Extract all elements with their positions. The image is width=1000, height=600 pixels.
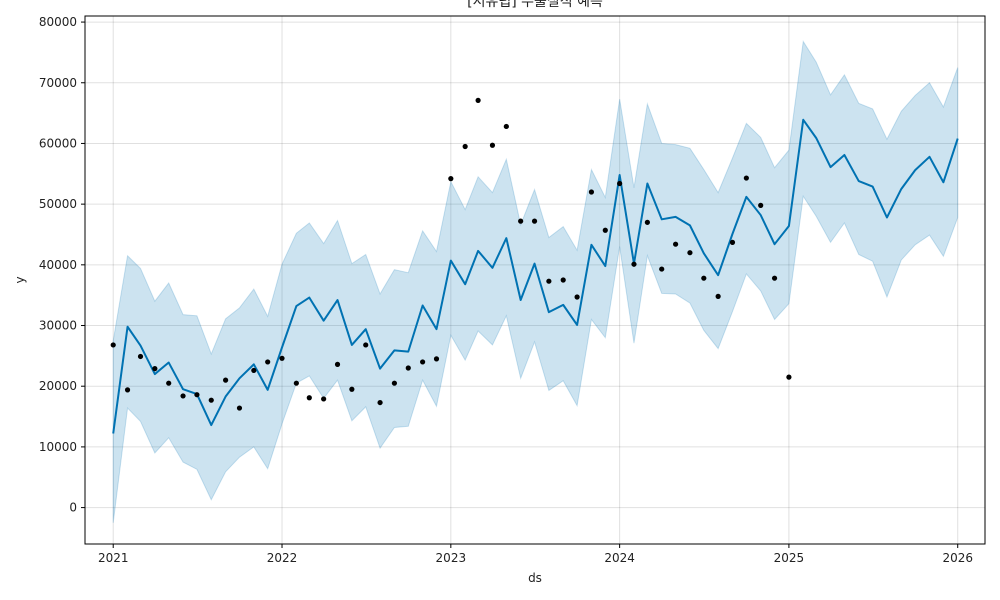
forecast-line: [112, 118, 959, 434]
actual-point: [377, 399, 383, 406]
actual-point: [137, 353, 144, 360]
actual-points-group: [110, 97, 792, 411]
actual-point: [588, 189, 595, 195]
actual-point: [110, 342, 116, 348]
actual-point: [208, 397, 214, 403]
actual-point: [729, 239, 736, 245]
actual-point: [531, 218, 538, 224]
actual-point: [152, 366, 158, 372]
actual-point: [758, 202, 764, 208]
forecast-line-group: [112, 118, 959, 434]
y-tick-label: 50000: [39, 197, 77, 211]
actual-point: [236, 405, 243, 411]
actual-point: [279, 355, 285, 361]
actual-point: [574, 294, 580, 300]
actual-point: [546, 278, 552, 284]
actual-point: [265, 359, 271, 365]
y-tick-label: 60000: [39, 136, 77, 150]
actual-point: [644, 219, 650, 225]
actual-point: [223, 377, 229, 383]
plot-frame: [84, 15, 986, 545]
actual-point: [124, 387, 131, 393]
y-tick-label: 80000: [39, 15, 77, 29]
actual-point: [687, 250, 693, 256]
actual-point: [560, 277, 566, 283]
actual-point: [180, 393, 186, 399]
x-tick-label: 2026: [942, 551, 973, 565]
actual-point: [771, 275, 778, 281]
actual-point: [293, 380, 299, 386]
actual-point: [701, 275, 707, 281]
actual-point: [405, 365, 411, 371]
actual-point: [251, 367, 257, 374]
x-tick-label: 2021: [98, 551, 129, 565]
x-tick-label: 2024: [604, 551, 635, 565]
actual-point: [518, 218, 524, 224]
actual-point: [194, 392, 200, 398]
actual-point: [349, 386, 355, 392]
y-tick-label: 30000: [39, 319, 77, 333]
actual-point: [659, 266, 665, 272]
actual-point: [321, 396, 327, 402]
y-axis-label: y: [13, 276, 27, 283]
actual-point: [166, 380, 172, 386]
actual-point: [617, 180, 623, 187]
grid: [85, 16, 985, 544]
actual-point: [673, 241, 679, 247]
chart-title: [서유럽] 수출실적 예측: [467, 0, 603, 10]
actual-point: [462, 143, 468, 150]
actual-point: [420, 359, 426, 365]
y-axis: 0 10000 20000 30000 40000 50000 60000 70000 8000…: [39, 15, 85, 515]
y-tick-label: 20000: [39, 379, 77, 393]
x-tick-label: 2022: [267, 551, 298, 565]
actual-point: [363, 342, 369, 348]
x-axis: 2021 2022 2023 2024 2025 2026: [98, 544, 973, 565]
x-tick-label: 2025: [774, 551, 805, 565]
actual-point: [334, 361, 341, 367]
actual-point: [448, 176, 454, 182]
actual-point: [433, 356, 440, 362]
actual-point: [475, 97, 481, 103]
actual-point: [503, 123, 509, 130]
y-tick-label: 0: [69, 501, 77, 515]
actual-point: [489, 142, 496, 148]
actual-point: [715, 293, 721, 299]
actual-point: [743, 175, 749, 181]
y-tick-label: 40000: [39, 258, 77, 272]
plot-background: [85, 16, 985, 544]
actual-point: [602, 227, 608, 233]
actual-point: [306, 395, 312, 401]
x-axis-label: ds: [528, 571, 542, 585]
actual-point: [631, 261, 637, 267]
actual-point: [786, 374, 792, 380]
uncertainty-band: [112, 40, 959, 523]
y-tick-label: 10000: [39, 440, 77, 454]
uncertainty-interval: [112, 40, 959, 523]
x-tick-label: 2023: [436, 551, 467, 565]
actual-point: [391, 380, 397, 386]
y-tick-label: 70000: [39, 76, 77, 90]
